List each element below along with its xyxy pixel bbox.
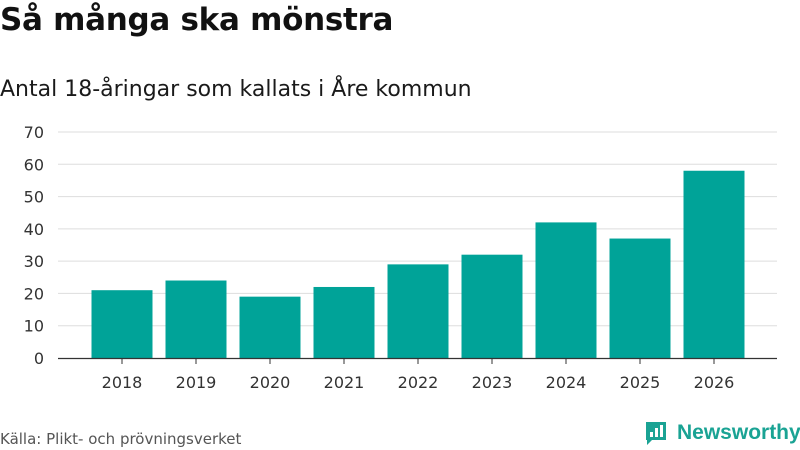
x-tick-label: 2020 xyxy=(250,373,291,392)
bar-2019 xyxy=(165,280,227,358)
x-tick-label: 2019 xyxy=(176,373,217,392)
newsworthy-logo-icon xyxy=(646,422,666,445)
chart-title: Så många ska mönstra xyxy=(0,2,394,38)
x-tick-label: 2018 xyxy=(102,373,143,392)
bar-2023 xyxy=(461,254,523,358)
y-tick-label: 60 xyxy=(24,155,44,174)
y-axis-ticks: 0 10 20 30 40 50 60 70 xyxy=(24,123,44,368)
y-tick-label: 20 xyxy=(24,284,44,303)
bar-2022 xyxy=(387,264,449,358)
brand-logo: Newsworthy xyxy=(644,420,800,446)
bar-2021 xyxy=(313,286,375,358)
brand-name: Newsworthy xyxy=(677,421,800,444)
bar-2024 xyxy=(535,222,597,358)
bar-2026 xyxy=(683,170,745,358)
x-axis-ticks: 2018 2019 2020 2021 2022 2023 2024 2025 2026 xyxy=(102,358,735,392)
y-tick-label: 0 xyxy=(34,349,44,368)
source-note: Källa: Plikt- och prövningsverket xyxy=(0,430,242,448)
x-tick-label: 2022 xyxy=(398,373,439,392)
bar-2018 xyxy=(91,290,153,358)
y-tick-label: 40 xyxy=(24,220,44,239)
y-tick-label: 10 xyxy=(24,317,44,336)
x-tick-label: 2024 xyxy=(546,373,587,392)
x-tick-label: 2023 xyxy=(472,373,513,392)
y-tick-label: 30 xyxy=(24,252,44,271)
x-tick-label: 2025 xyxy=(620,373,661,392)
bar-2020 xyxy=(239,296,301,358)
bars xyxy=(91,170,745,358)
y-tick-label: 50 xyxy=(24,188,44,207)
bar-2025 xyxy=(609,238,671,358)
x-tick-label: 2021 xyxy=(324,373,365,392)
y-tick-label: 70 xyxy=(24,123,44,142)
chart-subtitle: Antal 18-åringar som kallats i Åre kommu… xyxy=(0,77,472,102)
x-tick-label: 2026 xyxy=(694,373,735,392)
